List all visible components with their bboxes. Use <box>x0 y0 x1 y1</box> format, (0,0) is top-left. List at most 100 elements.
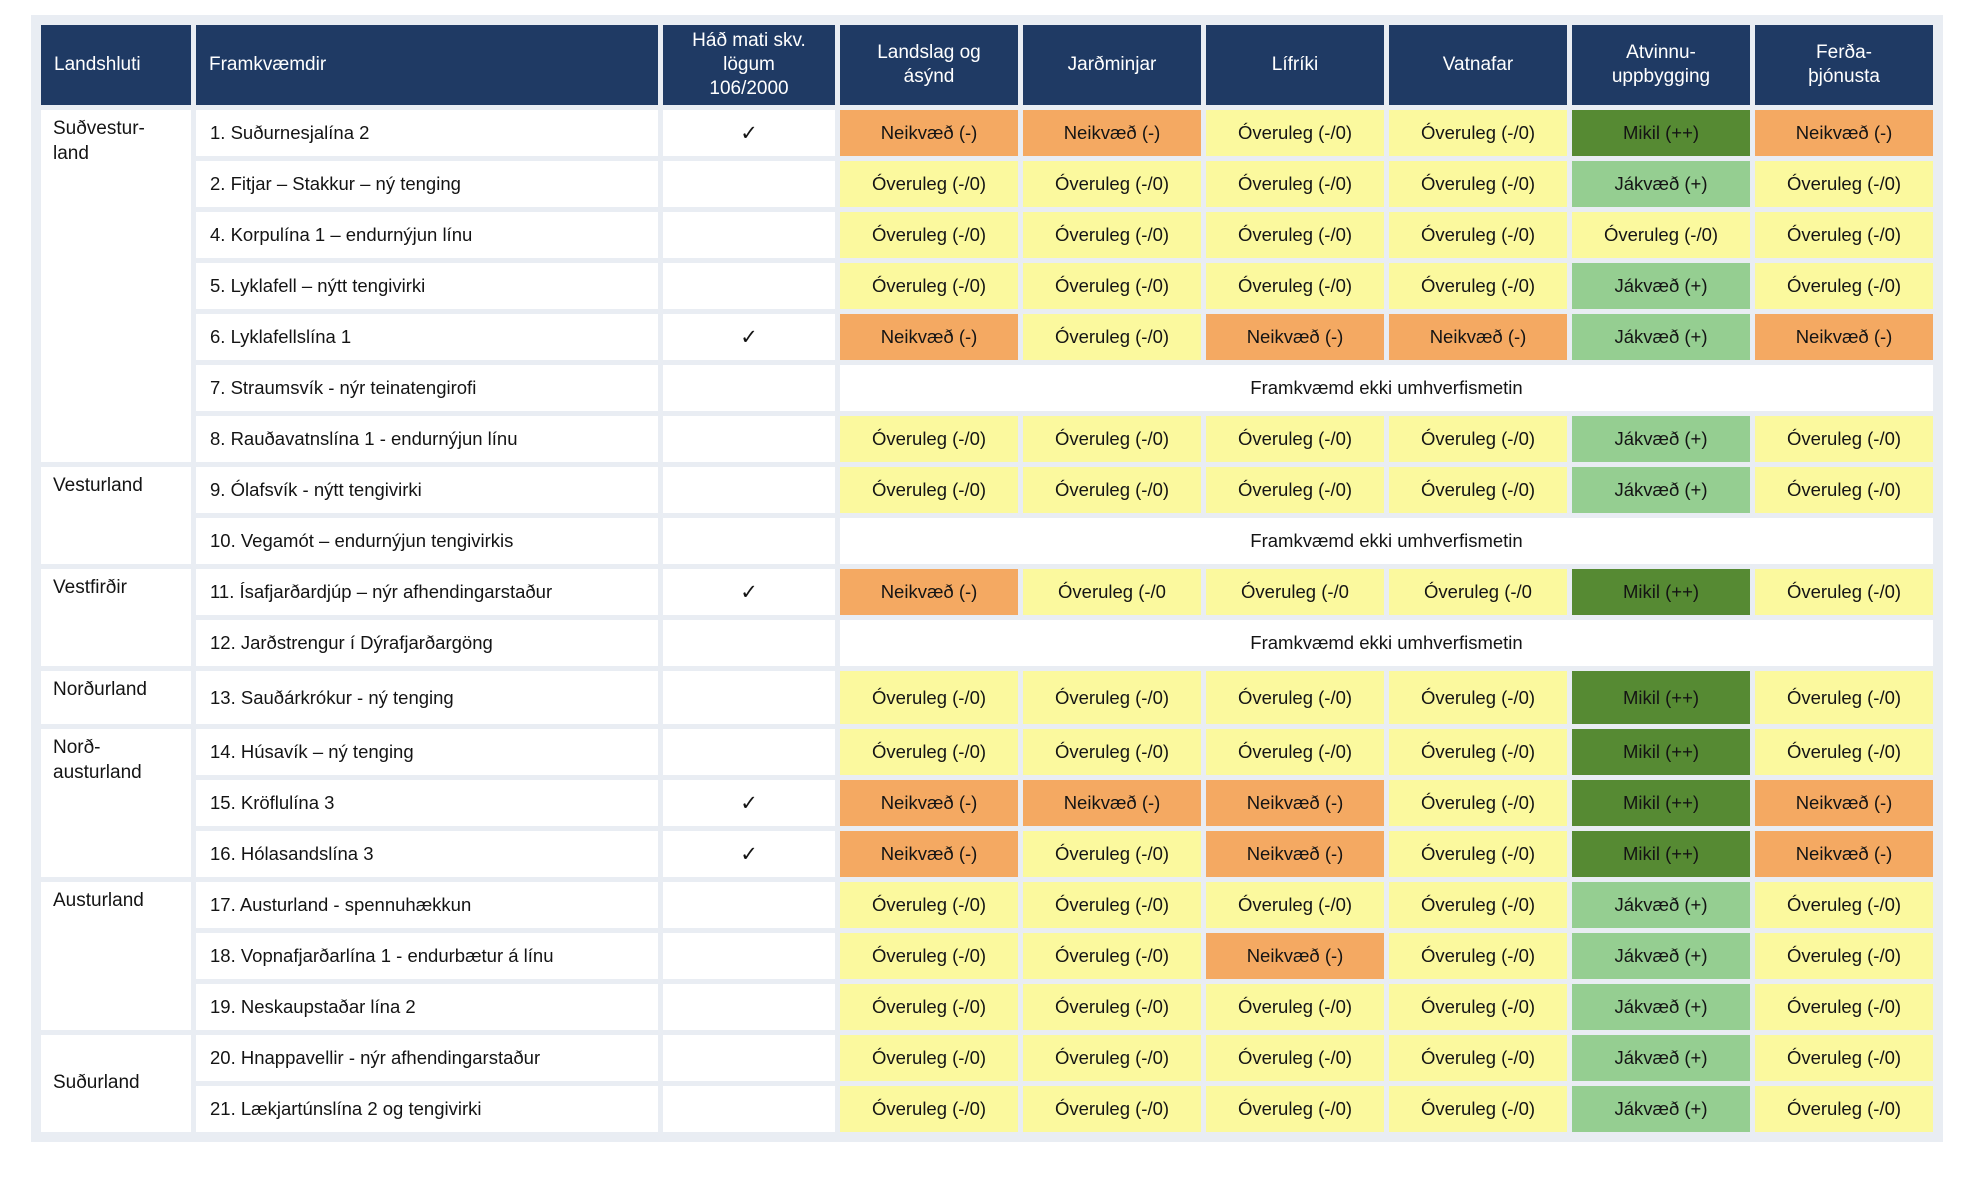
impact-cell-min: Óveruleg (-/0) <box>1023 161 1201 207</box>
impact-cell-pos: Jákvæð (+) <box>1572 161 1750 207</box>
impact-cell-min: Óveruleg (-/0) <box>1755 1086 1933 1132</box>
project-cell: 10. Vegamót – endurnýjun tengivirkis <box>196 518 658 564</box>
impact-cell-min: Óveruleg (-/0) <box>1206 882 1384 928</box>
impact-assessment-table: Landshluti Framkvæmdir Háð mati skv. lögum… <box>36 20 1938 1137</box>
impact-cell-min: Óveruleg (-/0) <box>840 984 1018 1030</box>
impact-cell-high: Mikil (++) <box>1572 831 1750 877</box>
project-cell: 17. Austurland - spennuhækkun <box>196 882 658 928</box>
impact-cell-min: Óveruleg (-/0) <box>1389 831 1567 877</box>
impact-cell-min: Óveruleg (-/0) <box>1206 671 1384 724</box>
impact-cell-pos: Jákvæð (+) <box>1572 882 1750 928</box>
table-row: 15. Kröflulína 3 ✓ Neikvæð (-) Neikvæð (-) N… <box>41 780 1933 826</box>
table-row: 6. Lyklafellslína 1 ✓ Neikvæð (-) Óveruleg … <box>41 314 1933 360</box>
impact-cell-pos: Jákvæð (+) <box>1572 314 1750 360</box>
impact-cell-neg: Neikvæð (-) <box>840 314 1018 360</box>
table-row: 8. Rauðavatnslína 1 - endurnýjun línu Óve… <box>41 416 1933 462</box>
region-cell: Vestfirðir <box>41 569 191 666</box>
project-cell: 15. Kröflulína 3 <box>196 780 658 826</box>
table-row: 10. Vegamót – endurnýjun tengivirkis Fram… <box>41 518 1933 564</box>
impact-cell-min: Óveruleg (-/0) <box>1755 933 1933 979</box>
impact-cell-min: Óveruleg (-/0) <box>1389 212 1567 258</box>
impact-cell-min: Óveruleg (-/0) <box>1206 1035 1384 1081</box>
impact-cell-min: Óveruleg (-/0) <box>1389 467 1567 513</box>
impact-cell-min: Óveruleg (-/0) <box>1023 729 1201 775</box>
table-row: Vestfirðir 11. Ísafjarðardjúp – nýr afhen… <box>41 569 1933 666</box>
column-header-framkvaemdir: Framkvæmdir <box>196 25 658 105</box>
impact-cell-min: Óveruleg (-/0) <box>1023 212 1201 258</box>
table-row: 16. Hólasandslína 3 ✓ Neikvæð (-) Óveruleg … <box>41 831 1933 877</box>
impact-cell-min: Óveruleg (-/0) <box>1572 212 1750 258</box>
table-row: Austurland 17. Austurland - spennuhækkun Ó… <box>41 882 1933 1030</box>
impact-cell-min: Óveruleg (-/0) <box>1755 212 1933 258</box>
impact-cell-min: Óveruleg (-/0) <box>1206 212 1384 258</box>
impact-cell-pos: Jákvæð (+) <box>1572 467 1750 513</box>
eia-required-check-icon: ✓ <box>663 831 835 877</box>
region-cell: Vesturland <box>41 467 191 564</box>
impact-cell-min: Óveruleg (-/0) <box>1755 416 1933 462</box>
impact-cell-min: Óveruleg (-/0) <box>1206 263 1384 309</box>
table-row: 12. Jarðstrengur í Dýrafjarðargöng Framkv… <box>41 620 1933 666</box>
impact-cell-min: Óveruleg (-/0) <box>1206 984 1384 1030</box>
project-cell: 19. Neskaupstaðar lína 2 <box>196 984 658 1030</box>
impact-cell-min: Óveruleg (-/0) <box>1023 882 1201 928</box>
column-header-atvinnuuppbygging: Atvinnu- uppbygging <box>1572 25 1750 105</box>
table-row: 19. Neskaupstaðar lína 2 Óveruleg (-/0) Óv… <box>41 984 1933 1030</box>
impact-cell-min: Óveruleg (-/0) <box>840 161 1018 207</box>
impact-cell-min: Óveruleg (-/0) <box>1023 263 1201 309</box>
table-row: 18. Vopnafjarðarlína 1 - endurbætur á lí… <box>41 933 1933 979</box>
region-cell: Suðurland <box>41 1035 191 1132</box>
impact-cell-neg: Neikvæð (-) <box>1206 933 1384 979</box>
impact-cell-neg: Neikvæð (-) <box>1755 831 1933 877</box>
eia-check-cell <box>663 984 835 1030</box>
column-header-landshluti: Landshluti <box>41 25 191 105</box>
eia-check-cell <box>663 1035 835 1081</box>
impact-cell-min: Óveruleg (-/0) <box>1389 780 1567 826</box>
impact-cell-neg: Neikvæð (-) <box>1206 314 1384 360</box>
project-cell: 13. Sauðárkrókur - ný tenging <box>196 671 658 724</box>
impact-cell-min: Óveruleg (-/0) <box>1206 467 1384 513</box>
impact-cell-min: Óveruleg (-/0) <box>840 1035 1018 1081</box>
impact-cell-min: Óveruleg (-/0) <box>1389 729 1567 775</box>
impact-cell-min: Óveruleg (-/0) <box>1755 569 1933 615</box>
table-row: Norðurland 13. Sauðárkrókur - ný tenging Ó… <box>41 671 1933 724</box>
table-header: Landshluti Framkvæmdir Háð mati skv. lögum… <box>41 25 1933 105</box>
impact-assessment-table-container: Landshluti Framkvæmdir Háð mati skv. lögum… <box>31 15 1943 1142</box>
impact-cell-high: Mikil (++) <box>1572 780 1750 826</box>
impact-cell-min: Óveruleg (-/0) <box>840 416 1018 462</box>
unassessed-cell: Framkvæmd ekki umhverfismetin <box>840 620 1933 666</box>
region-cell: Norð- austurland <box>41 729 191 877</box>
impact-cell-neg: Neikvæð (-) <box>840 110 1018 156</box>
impact-cell-min: Óveruleg (-/0) <box>1023 416 1201 462</box>
impact-cell-min: Óveruleg (-/0) <box>1023 314 1201 360</box>
impact-cell-min: Óveruleg (-/0) <box>1206 110 1384 156</box>
unassessed-cell: Framkvæmd ekki umhverfismetin <box>840 365 1933 411</box>
project-cell: 2. Fitjar – Stakkur – ný tenging <box>196 161 658 207</box>
eia-check-cell <box>663 161 835 207</box>
eia-check-cell <box>663 518 835 564</box>
column-header-jardminjar: Jarðminjar <box>1023 25 1201 105</box>
impact-cell-pos: Jákvæð (+) <box>1572 1035 1750 1081</box>
impact-cell-min: Óveruleg (-/0) <box>1023 1086 1201 1132</box>
impact-cell-neg: Neikvæð (-) <box>1206 831 1384 877</box>
impact-cell-min: Óveruleg (-/0) <box>1755 263 1933 309</box>
impact-cell-min: Óveruleg (-/0) <box>840 671 1018 724</box>
table-row: Norð- austurland 14. Húsavík – ný tenging… <box>41 729 1933 877</box>
region-cell: Suðvestur- land <box>41 110 191 462</box>
impact-cell-high: Mikil (++) <box>1572 671 1750 724</box>
eia-check-cell <box>663 263 835 309</box>
impact-cell-neg: Neikvæð (-) <box>840 569 1018 615</box>
project-cell: 20. Hnappavellir - nýr afhendingarstaður <box>196 1035 658 1081</box>
header-row: Landshluti Framkvæmdir Háð mati skv. lögum… <box>41 25 1933 105</box>
impact-cell-neg: Neikvæð (-) <box>1755 314 1933 360</box>
region-cell: Austurland <box>41 882 191 1030</box>
impact-cell-neg: Neikvæð (-) <box>1755 780 1933 826</box>
impact-cell-min: Óveruleg (-/0) <box>840 467 1018 513</box>
impact-cell-min: Óveruleg (-/0) <box>840 263 1018 309</box>
project-cell: 16. Hólasandslína 3 <box>196 831 658 877</box>
eia-check-cell <box>663 882 835 928</box>
eia-required-check-icon: ✓ <box>663 780 835 826</box>
eia-check-cell <box>663 416 835 462</box>
impact-cell-min: Óveruleg (-/0) <box>1389 161 1567 207</box>
impact-cell-min: Óveruleg (-/0) <box>1755 984 1933 1030</box>
column-header-vatnafar: Vatnafar <box>1389 25 1567 105</box>
